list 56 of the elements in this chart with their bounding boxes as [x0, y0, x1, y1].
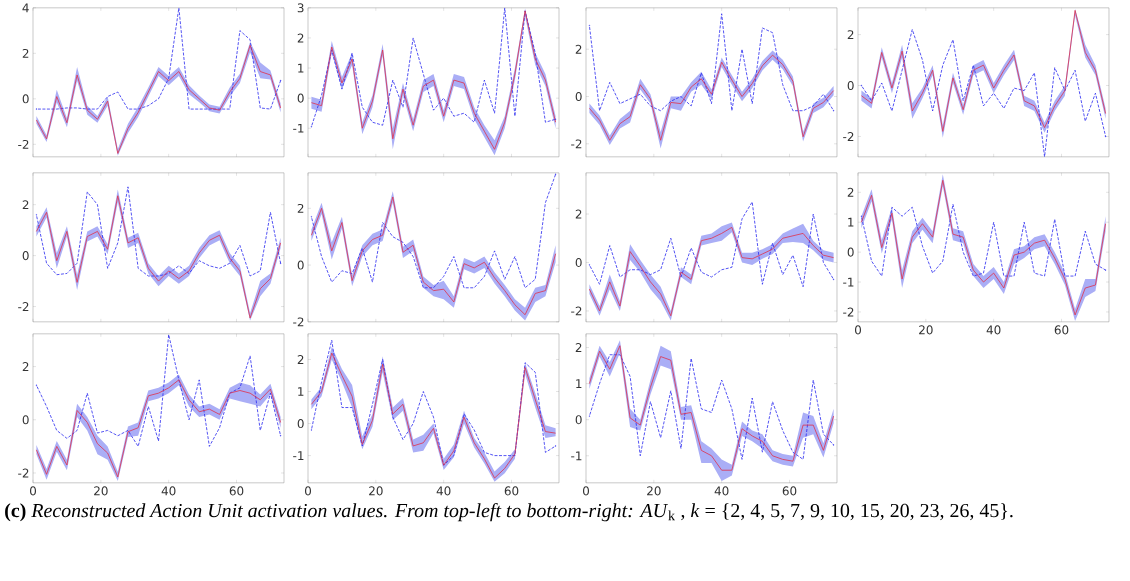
- x-tick-label: 20: [369, 486, 383, 496]
- y-tick-label: -1: [843, 277, 854, 287]
- y-tick-label: 0: [575, 92, 582, 102]
- y-tick-label: 0: [22, 251, 29, 261]
- y-tick-label: 2: [847, 187, 854, 197]
- y-tick-label: 0: [297, 419, 304, 429]
- y-tick-label: -1: [293, 123, 304, 133]
- x-tick-label: 40: [436, 486, 451, 496]
- y-tick-label: 3: [297, 3, 304, 13]
- y-tick-label: 2: [22, 200, 29, 210]
- y-tick-label: -2: [571, 306, 582, 316]
- y-tick-label: 0: [847, 247, 854, 257]
- y-tick-label: 0: [22, 415, 29, 425]
- y-tick-label: 0: [575, 415, 582, 425]
- y-tick-label: -2: [293, 317, 304, 327]
- x-tick-label: 40: [161, 486, 176, 496]
- x-tick-label: 40: [986, 325, 1001, 335]
- y-tick-label: 2: [297, 33, 304, 43]
- y-tick-label: -2: [18, 302, 29, 312]
- y-tick-label: 2: [297, 355, 304, 364]
- y-tick-label: -2: [571, 139, 582, 149]
- y-tick-label: 2: [575, 44, 582, 54]
- y-tick-label: 2: [575, 209, 582, 219]
- y-tick-label: 1: [576, 379, 582, 389]
- x-tick-label: 60: [1054, 325, 1069, 335]
- y-tick-label: 1: [298, 63, 304, 73]
- x-tick-label: 60: [229, 486, 244, 496]
- y-tick-label: -2: [843, 132, 854, 141]
- y-tick-label: 2: [297, 203, 304, 213]
- x-tick-label: 0: [29, 486, 37, 496]
- y-tick-label: 1: [298, 387, 304, 396]
- y-tick-label: 2: [575, 343, 582, 353]
- y-tick-label: -2: [18, 468, 29, 478]
- y-tick-label: 0: [847, 81, 854, 91]
- y-tick-label: 0: [297, 260, 304, 270]
- x-tick-label: 60: [782, 486, 797, 496]
- text: (c) Reconstructed Action Unit activation values. From top-left to bottom-right: AU$_{k}$ , k = {2, 4, 5, 7, 9, 10, 15, 20, 23, 26, 45}.: [5, 503, 1013, 522]
- y-tick-label: 1: [848, 217, 854, 227]
- x-tick-label: 60: [504, 486, 519, 496]
- y-tick-label: 0: [575, 258, 582, 268]
- x-tick-label: 20: [919, 325, 933, 335]
- x-tick-label: 0: [854, 325, 862, 335]
- y-tick-label: 2: [22, 362, 29, 372]
- y-tick-label: -1: [571, 451, 582, 461]
- y-tick-label: 4: [22, 3, 29, 13]
- y-tick-label: -1: [293, 451, 304, 461]
- y-tick-label: -2: [843, 307, 854, 317]
- x-tick-label: 20: [94, 486, 108, 496]
- y-tick-label: -2: [18, 139, 29, 149]
- x-tick-label: 40: [714, 486, 729, 496]
- y-tick-label: 2: [847, 30, 854, 40]
- x-tick-label: 20: [647, 486, 661, 496]
- y-tick-label: 0: [22, 94, 29, 104]
- y-tick-label: 0: [297, 93, 304, 103]
- x-tick-label: 0: [582, 486, 590, 496]
- y-tick-label: 2: [22, 48, 29, 58]
